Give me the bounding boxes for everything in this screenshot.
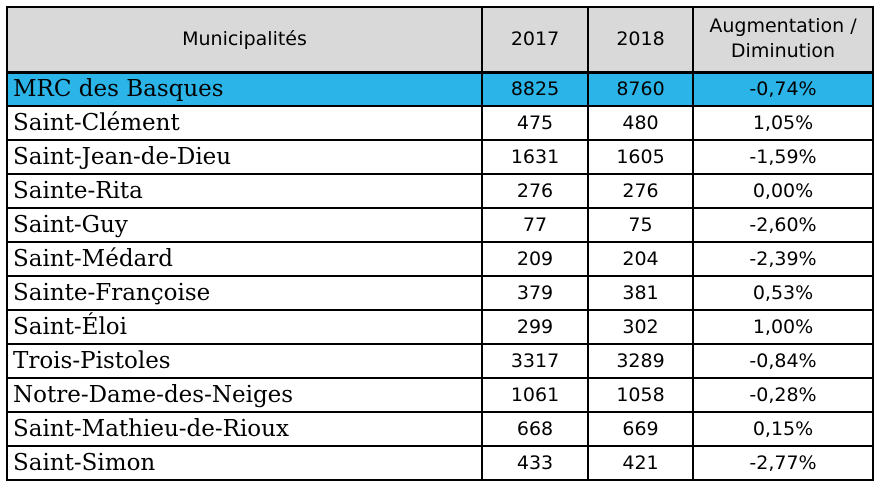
cell-change: 0,00% xyxy=(692,173,874,209)
table-row-mrc: MRC des Basques 8825 8760 -0,74% xyxy=(6,70,874,107)
cell-municipality: Saint-Simon xyxy=(6,445,483,481)
population-table: Municipalités 2017 2018 Augmentation / D… xyxy=(6,6,874,481)
table-header: Municipalités 2017 2018 Augmentation / D… xyxy=(6,6,874,73)
cell-2017: 276 xyxy=(481,173,589,209)
cell-municipality: Saint-Guy xyxy=(6,207,483,243)
cell-change: 1,00% xyxy=(692,309,874,345)
cell-2018: 302 xyxy=(587,309,694,345)
header-municipalities: Municipalités xyxy=(6,6,483,73)
cell-2018: 480 xyxy=(587,105,694,141)
cell-2018: 381 xyxy=(587,275,694,311)
cell-2018: 3289 xyxy=(587,343,694,379)
cell-municipality: Notre-Dame-des-Neiges xyxy=(6,377,483,413)
cell-change: 1,05% xyxy=(692,105,874,141)
table-row: Sainte-Françoise 379 381 0,53% xyxy=(6,275,874,311)
cell-change: 0,53% xyxy=(692,275,874,311)
cell-2018: 421 xyxy=(587,445,694,481)
cell-2018: 1058 xyxy=(587,377,694,413)
cell-2018: 669 xyxy=(587,411,694,447)
table-row: Saint-Éloi 299 302 1,00% xyxy=(6,309,874,345)
cell-2017: 379 xyxy=(481,275,589,311)
cell-municipality: Saint-Médard xyxy=(6,241,483,277)
cell-change: 0,15% xyxy=(692,411,874,447)
table-row: Saint-Mathieu-de-Rioux 668 669 0,15% xyxy=(6,411,874,447)
header-change-line1: Augmentation / xyxy=(709,15,857,38)
cell-2017: 433 xyxy=(481,445,589,481)
cell-change: -2,39% xyxy=(692,241,874,277)
cell-change: -2,60% xyxy=(692,207,874,243)
cell-change: -0,74% xyxy=(692,70,874,107)
cell-2017: 209 xyxy=(481,241,589,277)
cell-2018: 8760 xyxy=(587,70,694,107)
header-year-2017: 2017 xyxy=(481,6,589,73)
table-row: Saint-Clément 475 480 1,05% xyxy=(6,105,874,141)
table-row: Notre-Dame-des-Neiges 1061 1058 -0,28% xyxy=(6,377,874,413)
cell-2018: 204 xyxy=(587,241,694,277)
cell-change: -2,77% xyxy=(692,445,874,481)
header-row: Municipalités 2017 2018 Augmentation / D… xyxy=(6,6,874,73)
table-row: Saint-Jean-de-Dieu 1631 1605 -1,59% xyxy=(6,139,874,175)
header-year-2018: 2018 xyxy=(587,6,694,73)
cell-2018: 75 xyxy=(587,207,694,243)
table-row: Saint-Médard 209 204 -2,39% xyxy=(6,241,874,277)
cell-2017: 77 xyxy=(481,207,589,243)
cell-municipality: MRC des Basques xyxy=(6,70,483,107)
table-row: Saint-Simon 433 421 -2,77% xyxy=(6,445,874,481)
cell-municipality: Sainte-Rita xyxy=(6,173,483,209)
cell-municipality: Saint-Éloi xyxy=(6,309,483,345)
cell-change: -0,84% xyxy=(692,343,874,379)
cell-municipality: Saint-Jean-de-Dieu xyxy=(6,139,483,175)
cell-2017: 299 xyxy=(481,309,589,345)
cell-2018: 1605 xyxy=(587,139,694,175)
cell-2017: 475 xyxy=(481,105,589,141)
cell-2017: 3317 xyxy=(481,343,589,379)
cell-2018: 276 xyxy=(587,173,694,209)
cell-2017: 1061 xyxy=(481,377,589,413)
cell-municipality: Trois-Pistoles xyxy=(6,343,483,379)
cell-2017: 1631 xyxy=(481,139,589,175)
cell-municipality: Saint-Clément xyxy=(6,105,483,141)
cell-2017: 668 xyxy=(481,411,589,447)
cell-change: -0,28% xyxy=(692,377,874,413)
table-row: Sainte-Rita 276 276 0,00% xyxy=(6,173,874,209)
table-row: Trois-Pistoles 3317 3289 -0,84% xyxy=(6,343,874,379)
table-body: MRC des Basques 8825 8760 -0,74% Saint-C… xyxy=(6,70,874,481)
header-change-line2: Diminution xyxy=(730,40,836,63)
header-change: Augmentation / Diminution xyxy=(692,6,874,73)
cell-municipality: Saint-Mathieu-de-Rioux xyxy=(6,411,483,447)
table-row: Saint-Guy 77 75 -2,60% xyxy=(6,207,874,243)
cell-change: -1,59% xyxy=(692,139,874,175)
cell-municipality: Sainte-Françoise xyxy=(6,275,483,311)
cell-2017: 8825 xyxy=(481,70,589,107)
